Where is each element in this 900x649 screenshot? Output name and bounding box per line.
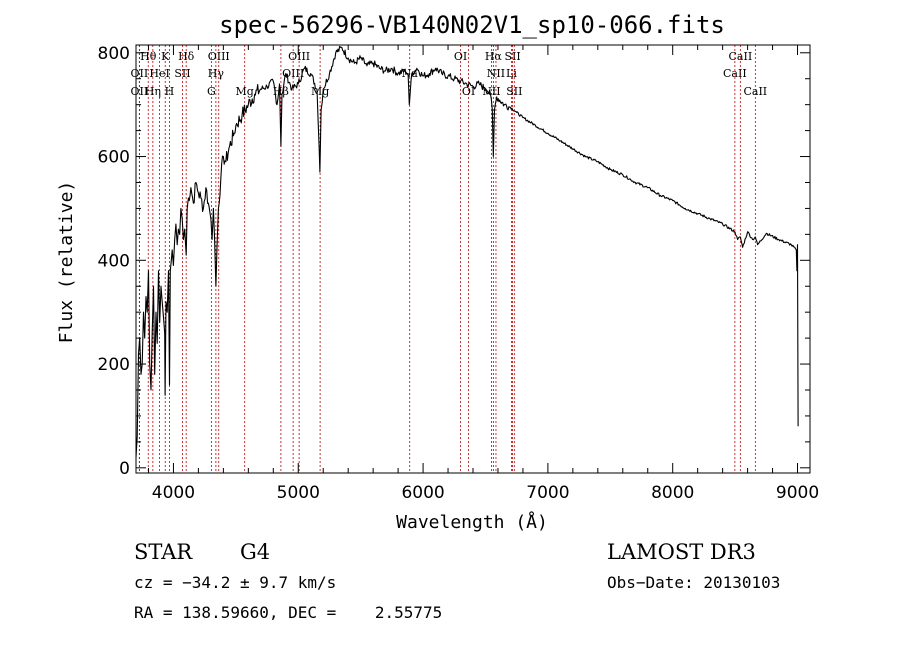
spectral-line-label: SII (174, 67, 190, 80)
spectral-line-label: OII (131, 85, 149, 98)
spectral-line-label: K (161, 50, 170, 63)
spectral-line-markers (138, 45, 756, 473)
spectral-line-label: OI (454, 50, 467, 63)
spectral-line-label: Mg (236, 85, 254, 98)
spectral-line-label: G (207, 85, 216, 98)
spectral-line-label: H (165, 85, 175, 98)
spectral-line-label: Hβ (273, 85, 289, 98)
spectral-line-label: HeI (149, 67, 169, 80)
x-axis-ticks: 4000 5000 6000 7000 8000 9000 (147, 45, 819, 503)
spectral-line-label: Li (506, 67, 517, 80)
x-axis-label: Wavelength (Å) (396, 511, 548, 533)
y-tick-label: 800 (98, 44, 130, 64)
object-class: STAR (134, 540, 193, 564)
plot-frame (135, 44, 811, 474)
spectral-line-label: Hα (485, 50, 503, 63)
spectral-line-label: OI (462, 85, 475, 98)
object-subclass: G4 (240, 540, 271, 564)
redshift-cz: cz = −34.2 ± 9.7 km/s (134, 573, 337, 592)
y-tick-label: 0 (119, 459, 130, 479)
x-tick-label: 7000 (526, 483, 569, 503)
spectral-line-label: OIII (288, 50, 310, 63)
spectral-line-label: Hγ (208, 67, 225, 80)
ra-dec: RA = 138.59660, DEC = 2.55775 (134, 603, 443, 622)
x-tick-label: 8000 (651, 483, 694, 503)
obs-date: Obs−Date: 20130103 (607, 573, 781, 592)
spectral-line-label: CaII (729, 50, 753, 63)
x-tick-label: 4000 (152, 483, 195, 503)
y-tick-label: 400 (98, 251, 130, 271)
spectral-line-label: CaII (743, 85, 767, 98)
spectral-line-label: OIII (208, 50, 230, 63)
y-tick-label: 600 (98, 148, 130, 168)
spectral-line-label: OII (131, 67, 149, 80)
y-axis-ticks: 0 200 400 600 800 (98, 44, 810, 479)
x-tick-label: 9000 (776, 483, 819, 503)
spectral-line-label: CaII (723, 67, 747, 80)
y-axis-label: Flux (relative) (56, 181, 77, 344)
spectral-line-label: Hη (145, 85, 161, 98)
y-tick-label: 200 (98, 355, 130, 375)
spectral-line-label: SII (506, 85, 522, 98)
spectrum-line (135, 45, 799, 458)
x-tick-label: 6000 (401, 483, 444, 503)
spectral-line-label: Na (402, 67, 419, 80)
spectral-line-label: Mg (311, 85, 329, 98)
chart-title: spec-56296-VB140N02V1_sp10-066.fits (219, 11, 725, 39)
survey-name: LAMOST DR3 (607, 540, 756, 564)
spectral-line-label: SII (504, 50, 520, 63)
spectral-line-label: NII (487, 67, 505, 80)
spectral-line-label: Hδ (178, 50, 195, 63)
x-tick-label: 5000 (277, 483, 320, 503)
spectral-line-label: Hθ (140, 50, 157, 63)
spectral-line-label: NII (482, 85, 500, 98)
